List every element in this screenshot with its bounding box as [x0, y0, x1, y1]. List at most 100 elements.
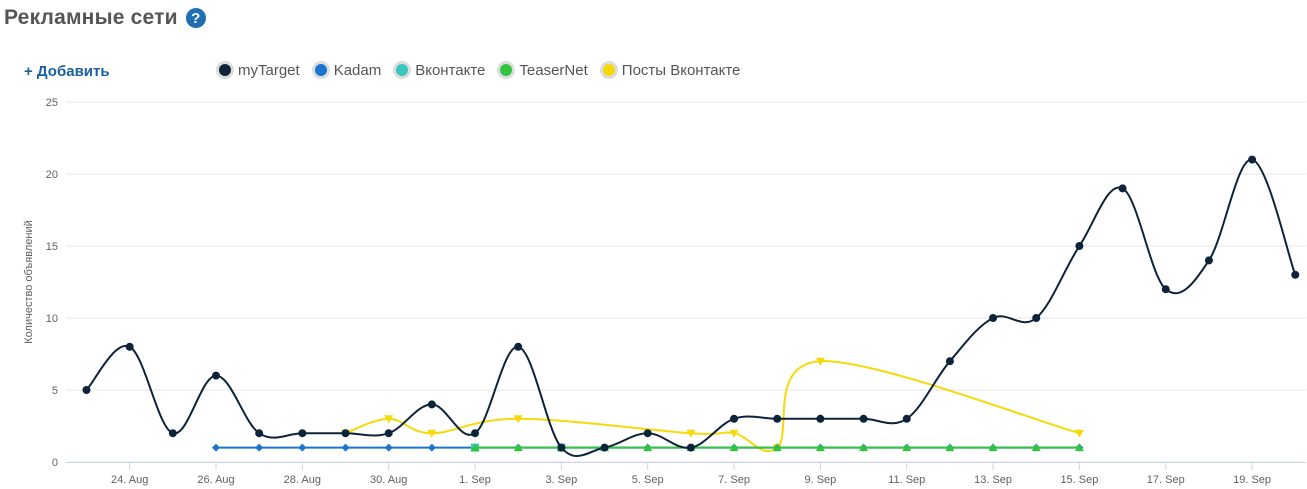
data-point-посты-вконтакте — [513, 415, 523, 424]
data-point-mytarget — [1032, 314, 1041, 322]
legend-marker-icon — [311, 61, 330, 79]
data-point-mytarget — [643, 429, 652, 438]
data-point-mytarget — [471, 429, 480, 438]
data-point-mytarget — [730, 414, 739, 423]
y-tick-label: 0 — [52, 457, 58, 469]
data-point-teasernet — [859, 443, 869, 452]
data-point-посты-вконтакте — [427, 429, 437, 438]
data-point-teasernet — [772, 443, 782, 452]
data-point-mytarget — [298, 429, 307, 438]
legend-item-teasernet[interactable]: TeaserNet — [497, 61, 588, 79]
legend-marker-icon — [216, 61, 234, 79]
legend-marker-icon — [497, 61, 516, 79]
x-tick-label: 1. Sep — [459, 474, 491, 486]
data-point-mytarget — [557, 443, 566, 452]
legend-marker-icon — [393, 61, 412, 79]
data-point-kadam — [341, 443, 350, 452]
data-point-kadam — [427, 443, 436, 452]
data-point-mytarget — [773, 414, 782, 423]
legend-label: myTarget — [238, 61, 300, 79]
data-point-teasernet — [729, 443, 739, 452]
data-point-mytarget — [168, 429, 177, 438]
data-point-mytarget — [989, 314, 998, 322]
chart-legend: myTarget Kadam Вконтакте TeaserNet Посты… — [216, 61, 740, 79]
data-point-посты-вконтакте — [729, 429, 739, 438]
data-point-mytarget — [384, 429, 393, 438]
data-point-teasernet — [513, 443, 523, 452]
x-tick-label: 3. Sep — [545, 474, 577, 486]
data-point-teasernet — [470, 443, 480, 452]
data-point-mytarget — [1248, 155, 1257, 164]
legend-marker-icon — [599, 61, 618, 79]
page-header: Рекламные сети ? — [4, 6, 206, 30]
legend-item-posty-vkontakte[interactable]: Посты Вконтакте — [599, 61, 741, 79]
legend-item-vkontakte[interactable]: Вконтакте — [393, 61, 485, 79]
data-point-kadam — [212, 443, 221, 452]
series-line-mytarget — [85, 158, 1297, 458]
data-point-mytarget — [902, 414, 911, 423]
x-tick-label: 26. Aug — [197, 474, 234, 486]
data-point-teasernet — [815, 443, 825, 452]
data-point-mytarget — [859, 414, 868, 423]
data-point-mytarget — [125, 342, 134, 351]
data-point-kadam — [384, 443, 393, 452]
series-line-посты-вконтакте — [345, 360, 1080, 453]
legend-label: Вконтакте — [415, 61, 486, 79]
data-point-mytarget — [1161, 285, 1170, 294]
legend-dot — [219, 64, 231, 76]
data-point-teasernet — [902, 443, 912, 452]
x-tick-label: 13. Sep — [974, 474, 1012, 486]
y-axis-title: Количество объявлений — [23, 220, 35, 344]
y-tick-label: 15 — [46, 241, 58, 253]
x-tick-label: 15. Sep — [1060, 474, 1098, 486]
data-point-mytarget — [945, 357, 954, 366]
data-point-mytarget — [82, 386, 91, 394]
add-network-link[interactable]: + Добавить — [24, 63, 110, 80]
x-tick-label: 19. Sep — [1233, 474, 1271, 486]
x-tick-label: 24. Aug — [111, 474, 148, 486]
legend-dot — [500, 64, 513, 76]
x-tick-label: 5. Sep — [632, 474, 664, 486]
data-point-mytarget — [341, 429, 350, 438]
data-point-посты-вконтакте — [1074, 429, 1084, 438]
y-tick-label: 25 — [46, 97, 58, 109]
page-title: Рекламные сети — [4, 6, 178, 29]
data-point-teasernet — [643, 443, 653, 452]
data-point-mytarget — [1291, 270, 1300, 279]
data-point-kadam — [298, 443, 307, 452]
data-point-mytarget — [212, 371, 221, 380]
legend-label: Kadam — [333, 61, 382, 79]
data-point-посты-вконтакте — [815, 357, 825, 366]
y-tick-label: 10 — [46, 313, 58, 325]
legend-item-mytarget[interactable]: myTarget — [216, 61, 300, 79]
data-point-teasernet — [1074, 443, 1084, 452]
x-tick-label: 28. Aug — [284, 474, 321, 486]
data-point-mytarget — [600, 443, 609, 452]
x-tick-label: 11. Sep — [888, 474, 925, 486]
data-point-mytarget — [255, 429, 264, 438]
legend-dot — [602, 64, 615, 76]
y-tick-label: 20 — [46, 169, 58, 181]
x-tick-label: 30. Aug — [370, 474, 407, 486]
data-point-mytarget — [1204, 256, 1213, 265]
data-point-kadam — [255, 443, 264, 452]
legend-dot — [396, 64, 409, 76]
legend-dot — [314, 64, 327, 76]
x-tick-label: 9. Sep — [804, 474, 836, 486]
data-point-mytarget — [1075, 242, 1084, 250]
legend-label: Посты Вконтакте — [621, 61, 741, 79]
data-point-mytarget — [816, 414, 825, 423]
x-tick-label: 7. Sep — [718, 474, 750, 486]
data-point-teasernet — [1031, 443, 1041, 452]
help-icon[interactable]: ? — [185, 8, 206, 28]
data-point-посты-вконтакте — [384, 415, 394, 424]
y-tick-label: 5 — [52, 385, 58, 397]
data-point-mytarget — [427, 400, 436, 409]
data-point-mytarget — [514, 342, 523, 351]
data-point-teasernet — [945, 443, 955, 452]
legend-item-kadam[interactable]: Kadam — [311, 61, 382, 79]
data-point-посты-вконтакте — [686, 429, 696, 438]
data-point-mytarget — [1118, 184, 1127, 193]
data-point-teasernet — [988, 443, 998, 452]
